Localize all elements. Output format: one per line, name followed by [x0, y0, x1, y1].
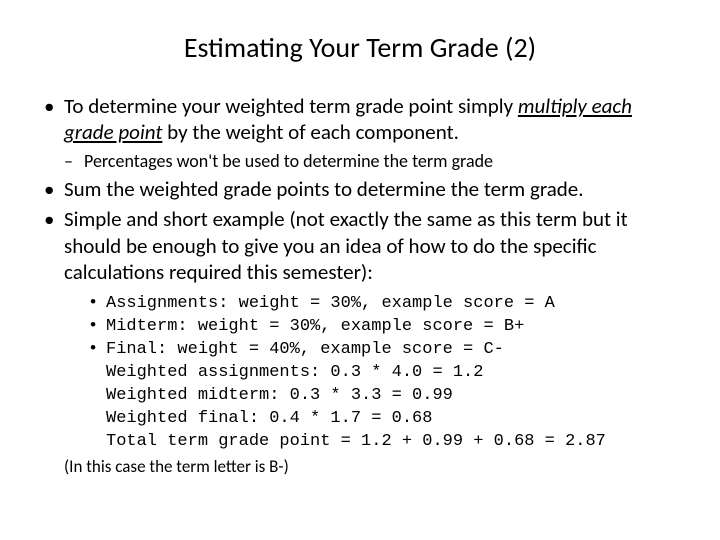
slide-title: Estimating Your Term Grade (2): [40, 30, 680, 65]
mono-line-weighted-assignments: Weighted assignments: 0.3 * 4.0 = 1.2: [88, 362, 680, 385]
bullet-1-post: by the weight of each component.: [162, 119, 459, 145]
mono-line-midterm: Midterm: weight = 30%, example score = B…: [88, 316, 680, 339]
mono-line-final: Final: weight = 40%, example score = C-: [88, 339, 680, 362]
main-bullet-list: To determine your weighted term grade po…: [40, 93, 680, 285]
mono-line-weighted-final: Weighted final: 0.4 * 1.7 = 0.68: [88, 408, 680, 431]
mono-line-assignments: Assignments: weight = 30%, example score…: [88, 293, 680, 316]
bullet-3: Simple and short example (not exactly th…: [40, 206, 680, 285]
mono-line-total: Total term grade point = 1.2 + 0.99 + 0.…: [88, 431, 680, 454]
bullet-2: Sum the weighted grade points to determi…: [40, 176, 680, 202]
bullet-1-pre: To determine your weighted term grade po…: [64, 93, 518, 119]
bullet-1: To determine your weighted term grade po…: [40, 93, 680, 172]
example-code-block: Assignments: weight = 30%, example score…: [88, 293, 680, 454]
sub-bullet-1: Percentages won't be used to determine t…: [64, 150, 680, 173]
sub-bullet-list: Percentages won't be used to determine t…: [64, 150, 680, 173]
mono-line-weighted-midterm: Weighted midterm: 0.3 * 3.3 = 0.99: [88, 385, 680, 408]
closing-note: (In this case the term letter is B-): [64, 456, 680, 477]
